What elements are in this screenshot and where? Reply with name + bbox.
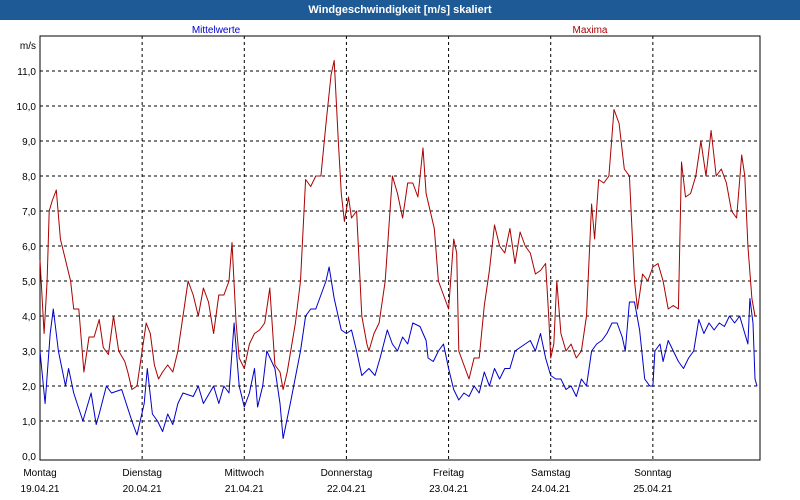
x-tick-date: 22.04.21 (327, 484, 366, 495)
y-tick-label: 0,0 (22, 452, 36, 463)
y-tick-label: 6,0 (22, 242, 36, 253)
x-tick-day: Sonntag (634, 468, 671, 479)
y-tick-label: 3,0 (22, 347, 36, 358)
series-line-maxima (39, 60, 756, 390)
x-tick-day: Mittwoch (225, 468, 264, 479)
x-tick-date: 23.04.21 (429, 484, 468, 495)
y-axis-label: m/s (20, 41, 36, 52)
x-tick-day: Donnerstag (321, 468, 373, 479)
y-tick-label: 9,0 (22, 137, 36, 148)
x-tick-date: 25.04.21 (633, 484, 672, 495)
y-tick-label: 5,0 (22, 277, 36, 288)
y-axis: 0,0 1,0 2,0 3,0 4,0 5,0 6,0 7,0 8,0 9,0 10,0 11,0 (17, 67, 37, 463)
window-title: Windgeschwindigkeit [m/s] skaliert (0, 0, 800, 20)
y-tick-label: 8,0 (22, 172, 36, 183)
x-tick-day: Montag (23, 468, 56, 479)
plot-area (39, 35, 761, 461)
x-tick-date: 21.04.21 (225, 484, 264, 495)
x-axis: Montag 19.04.21 Dienstag 20.04.21 Mittwoch 21… (21, 468, 673, 495)
y-tick-label: 2,0 (22, 382, 36, 393)
legend-maxima: Maxima (572, 25, 607, 36)
x-tick-date: 20.04.21 (123, 484, 162, 495)
series-line-mittelwerte (39, 266, 758, 439)
x-tick-day: Samstag (531, 468, 570, 479)
y-tick-label: 7,0 (22, 207, 36, 218)
x-tick-day: Freitag (433, 468, 464, 479)
x-tick-date: 19.04.21 (21, 484, 60, 495)
y-tick-label: 11,0 (17, 67, 36, 78)
y-tick-label: 4,0 (22, 312, 36, 323)
series-layer (39, 60, 758, 439)
gridlines (40, 36, 760, 460)
legend-mittelwerte: Mittelwerte (192, 25, 241, 36)
y-tick-label: 10,0 (17, 102, 37, 113)
x-tick-day: Dienstag (122, 468, 161, 479)
x-tick-date: 24.04.21 (531, 484, 570, 495)
y-tick-label: 1,0 (22, 417, 36, 428)
